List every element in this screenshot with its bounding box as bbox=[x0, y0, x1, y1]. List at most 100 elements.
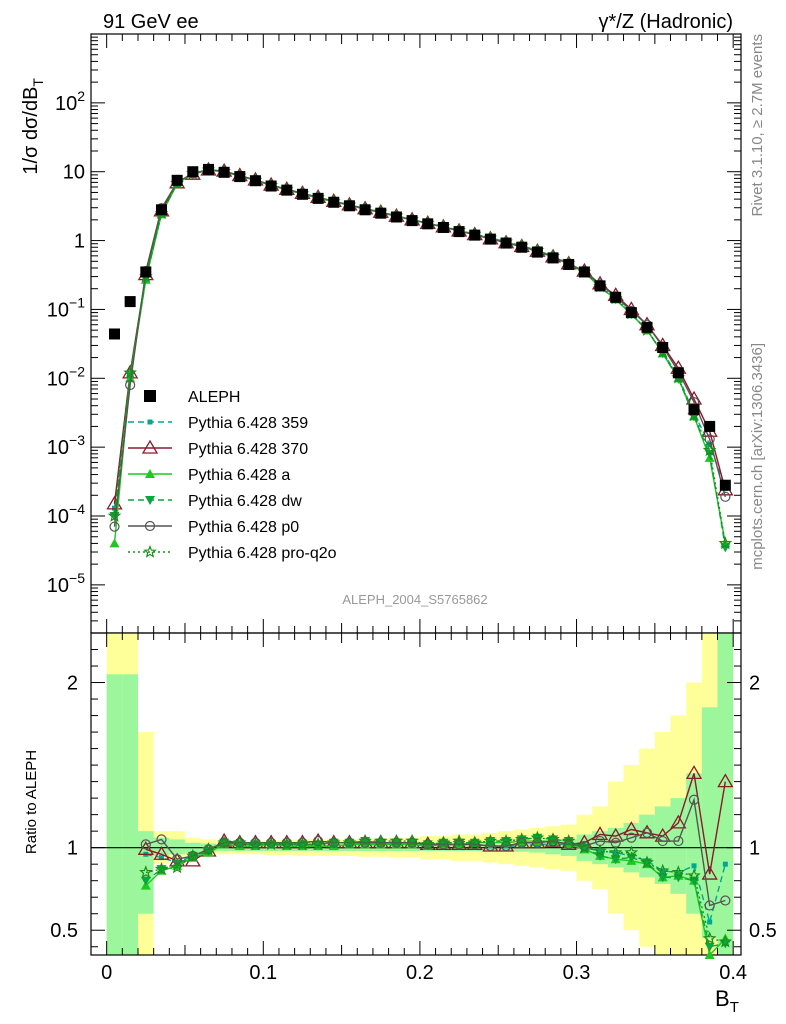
ratio-point bbox=[154, 861, 169, 875]
main-y-tick-label: 10−3 bbox=[47, 432, 85, 459]
ratio-point bbox=[707, 919, 713, 925]
legend-label: Pythia 6.428 370 bbox=[188, 441, 308, 458]
data-point bbox=[218, 166, 230, 178]
ratio-point bbox=[375, 837, 386, 848]
ratio-point bbox=[153, 845, 170, 860]
ratio-y-tick-label: 1 bbox=[67, 838, 78, 860]
legend-marker bbox=[147, 419, 153, 425]
data-point bbox=[124, 296, 136, 308]
x-axis-label: BT bbox=[715, 986, 739, 1016]
ratio-point bbox=[140, 839, 151, 850]
x-tick-label: 0.1 bbox=[249, 962, 277, 984]
ratio-y-tick-label-right: 2 bbox=[749, 673, 760, 695]
ratio-point bbox=[359, 837, 371, 848]
ratio-point bbox=[483, 833, 498, 847]
ratio-point bbox=[172, 854, 183, 865]
ratio-point bbox=[514, 832, 529, 846]
ratio-point bbox=[704, 942, 715, 952]
data-point bbox=[500, 237, 512, 249]
ratio-point bbox=[673, 835, 684, 847]
data-point bbox=[249, 175, 261, 187]
series-point bbox=[685, 390, 703, 405]
ratio-point bbox=[217, 835, 231, 849]
data-point bbox=[234, 171, 246, 183]
ratio-point bbox=[420, 837, 435, 851]
ratio-point bbox=[655, 863, 670, 877]
ratio-panel: 0 0.1 0.2 0.3 0.40.5 0.51 12 2 bbox=[50, 632, 777, 984]
analysis-watermark: ALEPH_2004_S5765862 bbox=[342, 592, 487, 607]
ratio-point bbox=[137, 841, 154, 855]
ratio-point bbox=[624, 845, 639, 859]
series-point bbox=[107, 508, 122, 522]
ratio-point bbox=[722, 861, 728, 867]
ratio-point bbox=[467, 835, 482, 849]
data-point bbox=[171, 174, 183, 186]
ratio-point bbox=[561, 833, 576, 847]
ratio-y-tick-label: 2 bbox=[67, 673, 78, 695]
ratio-point bbox=[405, 833, 419, 847]
main-y-tick-label: 10 bbox=[63, 162, 85, 184]
data-point bbox=[281, 184, 293, 196]
ratio-point bbox=[641, 827, 653, 838]
ratio-point bbox=[295, 837, 310, 851]
ratio-band-inner bbox=[122, 674, 138, 955]
ratio-point bbox=[657, 835, 668, 847]
ratio-point bbox=[406, 837, 418, 848]
ratio-point bbox=[326, 835, 341, 849]
ratio-point bbox=[186, 848, 200, 862]
data-point bbox=[296, 188, 308, 200]
data-point bbox=[563, 258, 575, 270]
legend-label: Pythia 6.428 a bbox=[188, 467, 290, 484]
ratio-y-tick-label-right: 1 bbox=[749, 838, 760, 860]
ratio-point bbox=[532, 837, 543, 848]
ratio-point bbox=[485, 840, 496, 852]
ratio-point bbox=[688, 794, 700, 805]
series-point bbox=[111, 505, 117, 511]
ratio-point bbox=[391, 837, 402, 848]
ratio-point bbox=[718, 934, 733, 948]
data-point bbox=[390, 211, 402, 223]
data-point bbox=[155, 204, 167, 216]
data-point bbox=[202, 163, 214, 175]
x-tick-label: 0.4 bbox=[719, 962, 747, 984]
ratio-point bbox=[546, 832, 560, 846]
legend-marker bbox=[141, 439, 159, 454]
ratio-point bbox=[610, 855, 621, 865]
ratio-point bbox=[519, 843, 525, 849]
ratio-point bbox=[248, 837, 263, 851]
legend-label: ALEPH bbox=[188, 389, 240, 406]
ratio-point bbox=[313, 835, 324, 847]
ratio-point bbox=[500, 840, 512, 852]
ratio-point bbox=[156, 834, 167, 845]
legend-marker bbox=[145, 469, 155, 478]
ratio-point bbox=[640, 855, 654, 869]
data-point bbox=[108, 328, 120, 340]
data-point bbox=[610, 291, 622, 303]
data-point bbox=[625, 307, 637, 319]
series-line bbox=[113, 169, 727, 544]
main-y-tick-label: 10−4 bbox=[47, 501, 85, 528]
ratio-point bbox=[499, 834, 513, 847]
ratio-point bbox=[626, 832, 637, 843]
ratio-point bbox=[438, 839, 449, 850]
ratio-point bbox=[593, 843, 607, 857]
main-y-axis-label: 1/σ dσ/dBT bbox=[20, 78, 46, 175]
main-y-tick-label: 10−1 bbox=[47, 294, 85, 321]
ratio-point bbox=[671, 865, 686, 879]
ratio-point bbox=[530, 830, 545, 844]
legend-label: Pythia 6.428 dw bbox=[188, 493, 302, 510]
ratio-band-inner bbox=[717, 633, 734, 955]
series-point bbox=[125, 379, 136, 391]
ratio-band-inner bbox=[169, 839, 185, 855]
series-point bbox=[109, 538, 120, 548]
ratio-point bbox=[452, 833, 466, 847]
legend-label: Pythia 6.428 359 bbox=[188, 415, 308, 432]
ratio-point bbox=[358, 833, 372, 847]
data-point bbox=[516, 241, 528, 253]
ratio-point bbox=[516, 837, 527, 848]
legend-marker bbox=[145, 496, 155, 505]
ratio-y-axis-label: Ratio to ALEPH bbox=[23, 750, 40, 854]
x-tick-label: 0.3 bbox=[563, 962, 591, 984]
ratio-y-tick-label: 0.5 bbox=[50, 920, 78, 942]
ratio-point bbox=[607, 827, 624, 842]
